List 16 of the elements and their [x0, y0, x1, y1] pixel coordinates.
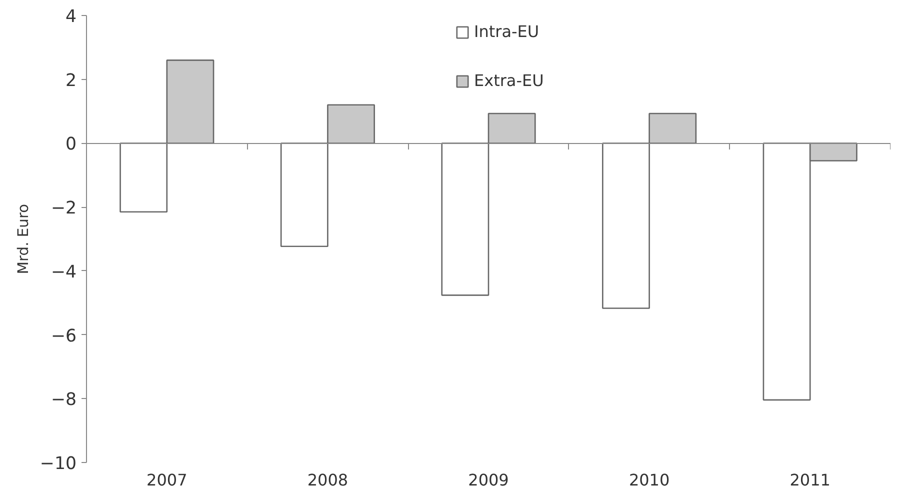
- x-tick-label: 2008: [307, 470, 348, 490]
- y-axis-title: Mrd. Euro: [14, 204, 32, 274]
- y-tick-label: −10: [40, 454, 77, 474]
- legend-label: Intra-EU: [474, 22, 540, 41]
- legend-label: Extra-EU: [474, 71, 544, 90]
- y-tick-label: −8: [50, 390, 77, 410]
- x-tick-label: 2007: [146, 470, 188, 490]
- x-tick-label: 2009: [468, 470, 509, 490]
- y-tick-label: −6: [50, 326, 77, 346]
- y-tick-label: 0: [65, 134, 77, 155]
- y-tick-label: 2: [65, 70, 77, 91]
- x-tick-label: 2010: [628, 470, 670, 490]
- y-tick-label: 4: [65, 7, 77, 27]
- x-tick-label: 2011: [790, 470, 830, 490]
- y-tick-label: −2: [50, 198, 77, 219]
- y-tick-label: −4: [50, 262, 77, 282]
